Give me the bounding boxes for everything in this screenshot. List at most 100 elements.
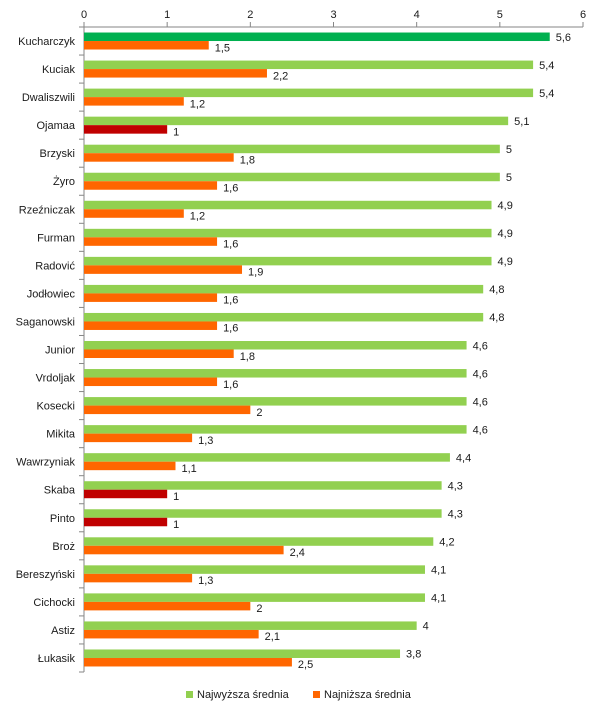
- data-label-lowest: 1,8: [240, 154, 255, 166]
- data-label-lowest: 1,1: [181, 463, 196, 475]
- category-label: Łukasik: [38, 653, 76, 665]
- data-label-lowest: 2: [256, 603, 262, 615]
- data-label-lowest: 2: [256, 407, 262, 419]
- bar-highest-average: [84, 481, 442, 490]
- bar-highest-average: [84, 425, 467, 434]
- data-label-lowest: 1,6: [223, 379, 238, 391]
- data-label-highest: 4,3: [448, 480, 463, 492]
- bars: 5,6 1,5 5,4 2,2 5,4 1,2 5,1 1 5 1,8 5 1,6 4,9 1,2 4,9 1…: [84, 32, 571, 671]
- x-tick-label: 4: [414, 9, 420, 21]
- data-label-lowest: 1,6: [223, 239, 238, 251]
- x-tick-label: 1: [164, 9, 170, 21]
- bar-highest-average: [84, 341, 467, 350]
- data-label-highest: 4: [423, 621, 429, 633]
- bar-highest-average: [84, 537, 434, 546]
- category-label: Pinto: [50, 513, 75, 525]
- data-label-lowest: 1: [173, 491, 179, 503]
- legend-label: Najniższa średnia: [324, 689, 412, 701]
- bar-lowest-average: [84, 125, 168, 134]
- data-label-lowest: 1,6: [223, 295, 238, 307]
- bar-highest-average: [84, 284, 484, 294]
- x-tick-label: 3: [330, 9, 336, 21]
- bar-lowest-average: [84, 629, 259, 639]
- category-label: Astiz: [51, 625, 75, 637]
- bar-lowest-average: [84, 573, 193, 583]
- legend: Najwyższa średnia Najniższa średnia: [186, 689, 412, 701]
- data-label-highest: 4,9: [498, 256, 513, 268]
- bar-highest-average: [84, 256, 492, 266]
- data-label-lowest: 2,1: [265, 631, 280, 643]
- bar-lowest-average: [84, 237, 218, 246]
- bar-lowest-average: [84, 41, 209, 50]
- data-label-highest: 4,9: [498, 228, 513, 240]
- data-label-lowest: 1,6: [223, 323, 238, 335]
- x-tick-label: 5: [497, 9, 503, 21]
- bar-lowest-average: [84, 69, 267, 78]
- bar-highest-average: [84, 565, 425, 574]
- bar-lowest-average: [84, 377, 218, 387]
- data-label-highest: 4,6: [473, 340, 488, 352]
- bar-lowest-average: [84, 405, 251, 415]
- bar-lowest-average: [84, 293, 218, 302]
- category-label: Kosecki: [36, 401, 75, 413]
- data-label-lowest: 1,2: [190, 211, 205, 223]
- data-label-lowest: 1: [173, 519, 179, 531]
- category-label: Kuciak: [42, 64, 76, 76]
- bar-lowest-average: [84, 265, 243, 274]
- category-label: Wawrzyniak: [16, 457, 75, 469]
- category-label: Broż: [52, 541, 75, 553]
- data-label-lowest: 1,3: [198, 575, 213, 587]
- legend-swatch: [313, 691, 320, 698]
- x-tick-label: 0: [81, 9, 87, 21]
- category-label: Skaba: [44, 485, 76, 497]
- category-label: Ojamaa: [36, 120, 75, 132]
- bar-lowest-average: [84, 153, 234, 162]
- bar-highest-average: [84, 397, 467, 406]
- bar-highest-average: [84, 32, 550, 42]
- category-labels: Kucharczyk Kuciak Dwaliszwili Ojamaa Brzyski…: [16, 36, 76, 665]
- category-label: Dwaliszwili: [22, 92, 75, 104]
- category-label: Bereszyński: [16, 569, 75, 581]
- data-label-highest: 4,8: [489, 312, 504, 324]
- bar-highest-average: [84, 200, 492, 210]
- bar-lowest-average: [84, 97, 184, 106]
- bar-highest-average: [84, 144, 500, 154]
- data-label-highest: 4,8: [489, 284, 504, 296]
- bar-highest-average: [84, 172, 500, 182]
- legend-swatch: [186, 691, 193, 698]
- bar-highest-average: [84, 453, 450, 462]
- bar-lowest-average: [84, 209, 184, 218]
- data-label-highest: 5: [506, 144, 512, 156]
- bar-highest-average: [84, 509, 442, 518]
- data-label-highest: 4,1: [431, 593, 446, 605]
- bar-lowest-average: [84, 601, 251, 611]
- category-label: Brzyski: [40, 148, 75, 160]
- data-label-highest: 4,6: [473, 368, 488, 380]
- category-label: Radović: [35, 260, 75, 272]
- category-label: Junior: [45, 345, 75, 357]
- data-label-lowest: 2,5: [298, 659, 313, 671]
- bar-highest-average: [84, 88, 534, 98]
- data-label-highest: 3,8: [406, 649, 421, 661]
- bar-lowest-average: [84, 349, 234, 358]
- category-label: Żyro: [53, 175, 75, 188]
- data-label-highest: 4,6: [473, 424, 488, 436]
- data-label-highest: 4,1: [431, 565, 446, 577]
- data-label-lowest: 1,9: [248, 267, 263, 279]
- data-label-highest: 4,3: [448, 509, 463, 521]
- data-label-lowest: 2,2: [273, 70, 288, 82]
- bar-highest-average: [84, 312, 484, 322]
- bar-highest-average: [84, 621, 417, 630]
- category-label: Rzeźniczak: [19, 204, 76, 216]
- bar-highest-average: [84, 649, 401, 658]
- data-label-lowest: 1,6: [223, 182, 238, 194]
- bar-highest-average: [84, 116, 509, 126]
- data-label-highest: 5,4: [539, 60, 554, 72]
- x-tick-label: 6: [580, 9, 586, 21]
- data-label-lowest: 1,3: [198, 435, 213, 447]
- category-label: Jodłowiec: [27, 288, 76, 300]
- bar-highest-average: [84, 60, 534, 70]
- data-label-lowest: 1,8: [240, 351, 255, 363]
- data-label-lowest: 2,4: [290, 547, 305, 559]
